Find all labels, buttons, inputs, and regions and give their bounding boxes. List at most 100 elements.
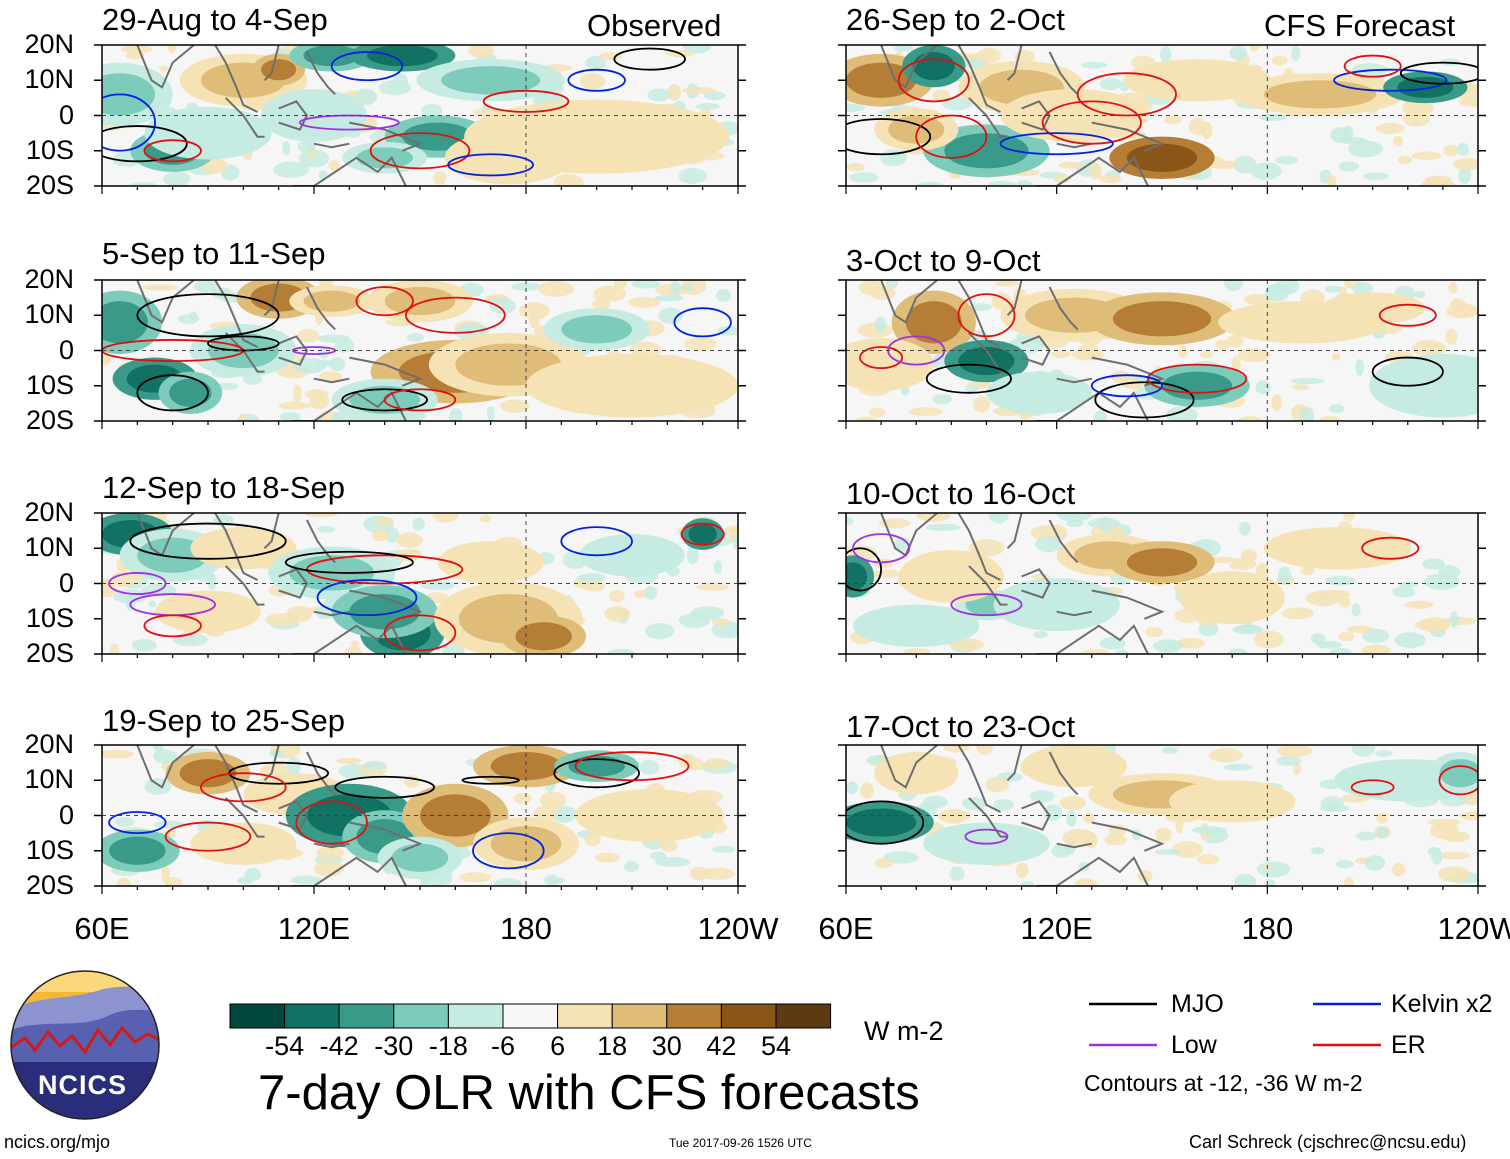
olr-anomaly-patch [316,525,335,533]
olr-anomaly-patch [1239,521,1251,536]
olr-anomaly-patch [561,315,633,344]
olr-anomaly-patch [846,808,917,837]
olr-anomaly-patch [1423,573,1460,591]
coastline [1006,745,1023,782]
coastline [224,332,265,373]
wave-contour [369,132,471,170]
coastline [214,280,258,348]
map-panel [94,279,746,429]
wave-contour [129,522,287,560]
wave-contour [1378,303,1437,327]
olr-anomaly-patch [1458,96,1478,107]
wave-contour [136,374,209,412]
coastline [1048,51,1079,96]
wave-contour [964,828,1009,845]
coastline [263,745,280,782]
olr-anomaly-patch [137,537,208,573]
olr-anomaly-patch [972,396,991,413]
olr-anomaly-patch [1376,812,1388,824]
olr-anomaly-patch [153,749,178,764]
olr-anomaly-patch [1326,174,1337,186]
olr-anomaly-patch [538,280,574,297]
olr-anomaly-patch [1223,280,1244,292]
wave-contour [859,346,904,370]
wave-contour [1090,374,1163,398]
olr-anomaly-patch [336,757,362,764]
coastline [968,797,1008,838]
colorbar [229,1003,832,1029]
olr-anomaly-patch [686,546,699,565]
olr-anomaly-patch [548,877,565,884]
coastline [214,745,258,813]
olr-anomaly-patch [894,537,912,552]
panel-title-observed-3: 12-Sep to 18-Sep [102,470,346,505]
coastline [1056,842,1092,849]
y-tick-label: 20S [25,870,74,900]
olr-anomaly-patch [1233,155,1257,174]
olr-anomaly-patch [1192,826,1227,835]
coastline [1056,377,1092,384]
coastline [263,280,280,317]
wave-contour [925,363,1012,394]
y-tick-label: 20S [25,638,74,668]
wave-contour [447,153,534,177]
olr-anomaly-patch [932,89,951,102]
olr-anomaly-patch [1364,855,1386,872]
olr-anomaly-patch [188,311,198,320]
wave-contour [341,388,428,412]
olr-anomaly-patch [129,182,157,186]
olr-anomaly-patch [1093,410,1107,421]
olr-anomaly-patch [441,66,541,95]
olr-anomaly-patch [318,371,342,383]
olr-anomaly-patch [922,795,949,809]
wave-contour [108,572,167,595]
olr-anomaly-patch [678,753,697,769]
olr-anomaly-patch [290,875,323,885]
coastline [1048,751,1079,796]
wave-contour [295,800,368,845]
olr-anomaly-patch [872,558,893,569]
olr-anomaly-patch [1338,161,1360,172]
olr-anomaly-patch [846,162,865,172]
coastline [278,800,309,831]
olr-anomaly-patch [1066,810,1077,827]
coastline [880,745,938,789]
olr-anomaly-patch [916,558,987,595]
coastline [968,97,1008,138]
olr-anomaly-patch [293,384,302,403]
colorbar-tick-label: 30 [651,1031,682,1061]
olr-anomaly-patch [449,408,463,421]
olr-anomaly-patch [874,857,893,869]
x-tick-label: 120W [1437,911,1510,946]
olr-anomaly-patch [988,180,1016,186]
wave-contour [316,579,418,617]
contour-note: Contours at -12, -36 W m-2 [1084,1070,1363,1096]
olr-anomaly-patch [1337,297,1408,319]
coastline [957,513,1001,581]
olr-anomaly-patch [1250,162,1282,180]
map-panel [838,279,1486,429]
olr-anomaly-patch [700,867,736,880]
olr-anomaly-patch [193,280,218,293]
olr-anomaly-patch [396,532,423,548]
olr-anomaly-patch [1075,878,1098,886]
olr-anomaly-patch [846,346,917,383]
footer-url[interactable]: ncics.org/mjo [4,1132,111,1152]
olr-anomaly-patch [328,159,340,172]
olr-anomaly-patch [533,805,559,822]
olr-anomaly-patch [304,513,339,517]
x-tick-label: 120E [1020,911,1093,946]
olr-anomaly-patch [1275,155,1299,165]
olr-anomaly-patch [391,843,449,872]
y-tick-label: 0 [58,799,74,830]
y-tick-label: 0 [58,567,74,598]
olr-anomaly-patch [158,65,168,72]
olr-anomaly-patch [1392,586,1416,598]
olr-anomaly-patch [1211,160,1238,170]
colorbar-swatch [775,1003,832,1029]
y-tick-label: 0 [58,334,74,365]
x-tick-label: 120W [697,911,779,946]
olr-anomaly-patch [1437,866,1471,883]
olr-anomaly-patch [1258,113,1288,121]
